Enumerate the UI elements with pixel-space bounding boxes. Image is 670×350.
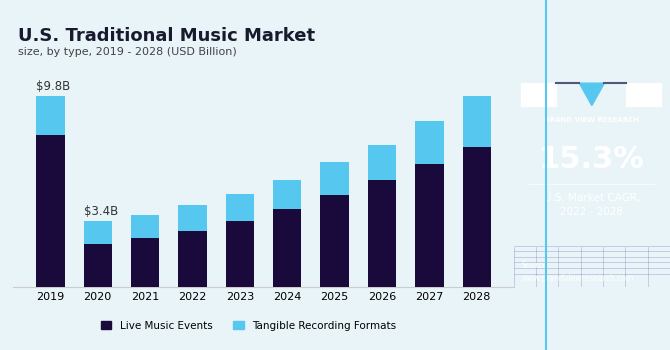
Text: U.S. Traditional Music Market: U.S. Traditional Music Market: [18, 27, 316, 45]
FancyBboxPatch shape: [521, 83, 556, 106]
Text: Source:
www.grandviewresearch.com: Source: www.grandviewresearch.com: [521, 261, 634, 282]
Text: size, by type, 2019 - 2028 (USD Billion): size, by type, 2019 - 2028 (USD Billion): [18, 47, 237, 57]
Text: 15.3%: 15.3%: [539, 145, 645, 174]
Bar: [36, 96, 64, 135]
Bar: [178, 231, 206, 287]
Legend: Live Music Events, Tangible Recording Formats: Live Music Events, Tangible Recording Fo…: [101, 321, 396, 331]
Bar: [273, 180, 302, 209]
FancyBboxPatch shape: [626, 83, 661, 106]
Bar: [131, 215, 159, 238]
Bar: [368, 180, 396, 287]
Bar: [320, 195, 349, 287]
Bar: [226, 194, 254, 221]
Bar: [226, 221, 254, 287]
Text: GRAND VIEW RESEARCH: GRAND VIEW RESEARCH: [544, 117, 639, 123]
Bar: [415, 164, 444, 287]
Bar: [36, 135, 64, 287]
Bar: [131, 238, 159, 287]
Text: $3.4B: $3.4B: [84, 205, 118, 218]
Bar: [320, 162, 349, 195]
Bar: [415, 121, 444, 164]
Bar: [84, 244, 112, 287]
Polygon shape: [580, 83, 604, 106]
Bar: [462, 147, 491, 287]
Bar: [84, 221, 112, 244]
Bar: [273, 209, 302, 287]
Bar: [462, 96, 491, 147]
Text: $9.8B: $9.8B: [36, 80, 70, 93]
Bar: [368, 145, 396, 180]
Text: U.S. Market CAGR,
2022 - 2028: U.S. Market CAGR, 2022 - 2028: [544, 193, 640, 217]
Bar: [178, 205, 206, 231]
